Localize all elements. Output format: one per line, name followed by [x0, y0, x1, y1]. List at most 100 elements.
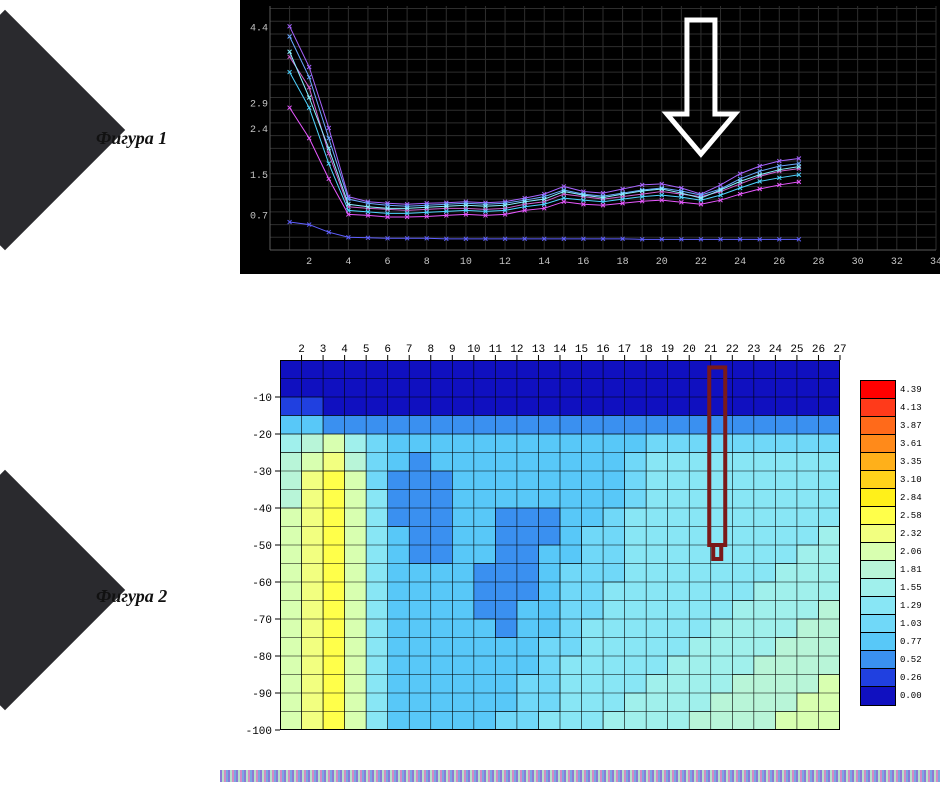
- svg-text:17: 17: [618, 344, 631, 356]
- svg-text:26: 26: [773, 257, 785, 268]
- legend-value: 2.84: [900, 493, 922, 503]
- svg-text:32: 32: [891, 257, 903, 268]
- svg-text:0.7: 0.7: [250, 211, 268, 222]
- svg-text:22: 22: [695, 257, 707, 268]
- svg-text:15: 15: [575, 344, 588, 356]
- svg-text:18: 18: [617, 257, 629, 268]
- legend-swatch: [860, 524, 896, 544]
- svg-text:27: 27: [833, 344, 846, 356]
- svg-text:3: 3: [320, 344, 327, 356]
- legend-value: 1.55: [900, 583, 922, 593]
- heatmap-svg: [280, 360, 840, 730]
- svg-text:30: 30: [852, 257, 864, 268]
- svg-text:6: 6: [385, 257, 391, 268]
- svg-text:20: 20: [683, 344, 696, 356]
- svg-text:4: 4: [345, 257, 351, 268]
- legend-value: 3.87: [900, 421, 922, 431]
- svg-text:16: 16: [577, 257, 589, 268]
- svg-text:20: 20: [656, 257, 668, 268]
- legend-swatch: [860, 632, 896, 652]
- legend-swatch: [860, 434, 896, 454]
- legend-value: 0.00: [900, 691, 922, 701]
- page: Фигура 1 Фигура 2 2468101214161820222426…: [0, 0, 940, 788]
- legend-swatch: [860, 686, 896, 706]
- svg-text:13: 13: [532, 344, 545, 356]
- legend-swatch: [860, 560, 896, 580]
- legend-swatch: [860, 398, 896, 418]
- figure-2-label: Фигура 2: [96, 586, 167, 607]
- svg-text:4: 4: [341, 344, 348, 356]
- svg-text:4.4: 4.4: [250, 23, 268, 34]
- svg-text:14: 14: [553, 344, 567, 356]
- svg-text:23: 23: [747, 344, 760, 356]
- legend-value: 1.03: [900, 619, 922, 629]
- svg-text:2: 2: [306, 257, 312, 268]
- svg-text:14: 14: [538, 257, 550, 268]
- legend-swatch: [860, 542, 896, 562]
- legend-value: 0.26: [900, 673, 922, 683]
- svg-text:6: 6: [384, 344, 391, 356]
- svg-text:21: 21: [704, 344, 718, 356]
- svg-text:10: 10: [460, 257, 472, 268]
- heatmap-region: 2345678910111213141516171819202122232425…: [240, 340, 940, 750]
- svg-text:18: 18: [640, 344, 653, 356]
- legend-value: 0.52: [900, 655, 922, 665]
- legend-swatch: [860, 506, 896, 526]
- svg-text:5: 5: [363, 344, 370, 356]
- svg-text:9: 9: [449, 344, 456, 356]
- svg-text:19: 19: [661, 344, 674, 356]
- svg-text:26: 26: [812, 344, 825, 356]
- legend-value: 4.39: [900, 385, 922, 395]
- legend-swatch: [860, 470, 896, 490]
- legend-value: 2.32: [900, 529, 922, 539]
- svg-text:22: 22: [726, 344, 739, 356]
- svg-text:12: 12: [499, 257, 511, 268]
- svg-text:10: 10: [467, 344, 480, 356]
- svg-text:-70: -70: [252, 615, 272, 627]
- legend-value: 1.81: [900, 565, 922, 575]
- heatmap-legend: 4.39 4.13 3.87 3.61 3.35 3.10 2.84 2.58 2.32 2.06…: [860, 380, 930, 704]
- svg-text:-90: -90: [252, 689, 272, 701]
- svg-text:-20: -20: [252, 430, 272, 442]
- legend-value: 2.06: [900, 547, 922, 557]
- legend-swatch: [860, 452, 896, 472]
- svg-text:24: 24: [734, 257, 746, 268]
- svg-text:12: 12: [510, 344, 523, 356]
- svg-text:11: 11: [489, 344, 503, 356]
- line-chart-svg: 2468101214161820222426283032340.71.52.42…: [242, 2, 940, 272]
- svg-text:16: 16: [596, 344, 609, 356]
- legend-value: 3.35: [900, 457, 922, 467]
- svg-text:2: 2: [298, 344, 305, 356]
- legend-swatch: [860, 578, 896, 598]
- svg-text:34: 34: [930, 257, 940, 268]
- legend-value: 0.77: [900, 637, 922, 647]
- line-chart: 2468101214161820222426283032340.71.52.42…: [240, 0, 940, 274]
- figure-1-label: Фигура 1: [96, 128, 167, 149]
- legend-swatch: [860, 488, 896, 508]
- svg-text:-50: -50: [252, 541, 272, 553]
- legend-swatch: [860, 668, 896, 688]
- svg-text:28: 28: [812, 257, 824, 268]
- legend-value: 4.13: [900, 403, 922, 413]
- legend-value: 1.29: [900, 601, 922, 611]
- svg-text:7: 7: [406, 344, 413, 356]
- legend-value: 3.10: [900, 475, 922, 485]
- svg-text:24: 24: [769, 344, 783, 356]
- svg-text:-30: -30: [252, 467, 272, 479]
- svg-text:8: 8: [424, 257, 430, 268]
- noise-strip: [220, 770, 940, 782]
- legend-swatch: [860, 380, 896, 400]
- legend-value: 3.61: [900, 439, 922, 449]
- svg-text:-80: -80: [252, 652, 272, 664]
- svg-text:2.4: 2.4: [250, 125, 268, 136]
- heatmap-chart: [280, 360, 840, 730]
- legend-swatch: [860, 650, 896, 670]
- svg-text:1.5: 1.5: [250, 171, 268, 182]
- svg-text:-40: -40: [252, 504, 272, 516]
- svg-text:8: 8: [427, 344, 434, 356]
- legend-swatch: [860, 416, 896, 436]
- svg-text:-100: -100: [246, 726, 272, 738]
- legend-value: 2.58: [900, 511, 922, 521]
- svg-text:-10: -10: [252, 393, 272, 405]
- legend-swatch: [860, 614, 896, 634]
